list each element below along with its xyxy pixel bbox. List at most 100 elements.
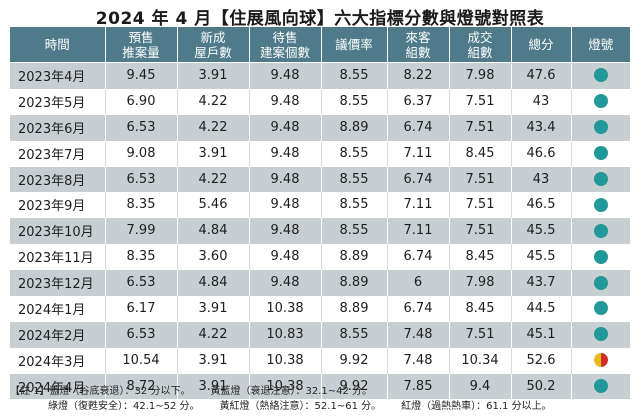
- cell-new-units: 5.46: [177, 191, 250, 218]
- cell-presale: 6.90: [105, 87, 178, 115]
- cell-bargain: 8.55: [321, 165, 388, 192]
- cell-unsold: 10.83: [249, 320, 322, 348]
- col-header-unsold: 待售 建案個數: [249, 27, 322, 63]
- cell-deals: 7.98: [449, 269, 512, 296]
- cell-light: [571, 191, 630, 218]
- cell-deals: 8.45: [449, 295, 512, 322]
- cell-presale: 8.72: [105, 372, 178, 399]
- table-row: 2023年6月 6.53 4.22 9.48 8.89 6.74 7.51 43.4: [10, 113, 630, 141]
- cell-date: 2023年6月: [10, 113, 106, 141]
- cell-light: [571, 62, 630, 89]
- cell-new-units: 4.84: [177, 269, 250, 296]
- cell-date: 2024年1月: [10, 295, 106, 322]
- cell-visitors: 6.74: [387, 243, 450, 270]
- col-header-deals: 成交 組數: [449, 27, 512, 63]
- green-light-icon: [593, 275, 608, 290]
- cell-new-units: 3.60: [177, 243, 250, 270]
- green-light-icon: [593, 379, 608, 394]
- cell-visitors: 6.74: [387, 295, 450, 322]
- cell-visitors: 7.85: [387, 372, 450, 399]
- green-light-icon: [593, 172, 608, 186]
- cell-deals: 7.51: [449, 217, 512, 244]
- cell-date: 2023年9月: [10, 191, 106, 218]
- col-header-time: 時間: [10, 27, 106, 63]
- cell-visitors: 7.48: [387, 346, 450, 374]
- cell-unsold: 9.48: [249, 87, 322, 115]
- cell-light: [571, 372, 630, 399]
- table-row: 2023年5月 6.90 4.22 9.48 8.55 6.37 7.51 43: [10, 87, 630, 115]
- notes: 【註 1】藍燈（谷底衰退）：32 分以下。 黃藍燈（衰退注意）：32.1~42 分…: [10, 384, 630, 414]
- cell-visitors: 8.22: [387, 62, 450, 89]
- cell-presale: 7.99: [105, 217, 178, 244]
- cell-light: [571, 320, 630, 348]
- green-light-icon: [593, 327, 608, 342]
- cell-bargain: 8.55: [321, 217, 388, 244]
- table-row: 2024年1月 6.17 3.91 10.38 8.89 6.74 8.45 44.5: [10, 295, 630, 322]
- cell-presale: 8.35: [105, 243, 178, 270]
- cell-date: 2023年10月: [10, 217, 106, 244]
- cell-unsold: 9.48: [249, 191, 322, 218]
- green-light-icon: [593, 249, 608, 264]
- cell-date: 2023年4月: [10, 62, 106, 89]
- table-row: 2024年2月 6.53 4.22 10.83 8.55 7.48 7.51 45.1: [10, 320, 630, 348]
- cell-new-units: 4.22: [177, 320, 250, 348]
- cell-date: 2023年8月: [10, 165, 106, 192]
- cell-presale: 6.53: [105, 320, 178, 348]
- cell-presale: 6.53: [105, 269, 178, 296]
- col-header-new-units: 新成 屋戶數: [177, 27, 250, 63]
- cell-deals: 8.45: [449, 139, 512, 167]
- cell-total: 45.5: [511, 217, 572, 244]
- green-light-icon: [593, 301, 608, 316]
- table-header-row: 時間 預售 推案量 新成 屋戶數 待售 建案個數 議價率 來客 組數 成交 組數 總分 燈…: [10, 27, 630, 63]
- notes-line-2: 綠燈（復甦安全）：42.1~52 分。 黃紅燈（熱絡注意）：52.1~61 分。紅…: [48, 401, 552, 412]
- table-row: 2023年11月 8.35 3.60 9.48 8.89 6.74 8.45 45.5: [10, 243, 630, 270]
- cell-new-units: 3.91: [177, 295, 250, 322]
- cell-presale: 10.54: [105, 346, 178, 374]
- table-row: 2023年9月 8.35 5.46 9.48 8.55 7.11 7.51 46.5: [10, 191, 630, 218]
- cell-total: 45.1: [511, 320, 572, 348]
- cell-new-units: 3.91: [177, 346, 250, 374]
- col-header-bargain: 議價率: [321, 27, 388, 63]
- cell-new-units: 4.22: [177, 165, 250, 192]
- cell-deals: 7.51: [449, 320, 512, 348]
- cell-unsold: 10.38: [249, 346, 322, 374]
- cell-date: 2024年4月: [10, 372, 106, 399]
- cell-bargain: 9.92: [321, 346, 388, 374]
- cell-presale: 9.08: [105, 139, 178, 167]
- cell-bargain: 9.92: [321, 372, 388, 399]
- cell-visitors: 6: [387, 269, 450, 296]
- notes-line-1: 【註 1】藍燈（谷底衰退）：32 分以下。 黃藍燈（衰退注意）：32.1~42 分…: [10, 386, 373, 397]
- cell-light: [571, 113, 630, 141]
- cell-bargain: 8.89: [321, 113, 388, 141]
- cell-total: 45.5: [511, 243, 572, 270]
- table-title: 2024 年 4 月【住展風向球】六大指標分數與燈號對照表: [95, 9, 545, 29]
- cell-total: 43: [511, 165, 572, 192]
- cell-new-units: 3.91: [177, 139, 250, 167]
- table-row: 2023年7月 9.08 3.91 9.48 8.55 7.11 8.45 46.6: [10, 139, 630, 167]
- cell-visitors: 6.37: [387, 87, 450, 115]
- cell-total: 43: [511, 87, 572, 115]
- cell-total: 43.7: [511, 269, 572, 296]
- cell-visitors: 7.11: [387, 217, 450, 244]
- green-light-icon: [593, 197, 608, 212]
- cell-new-units: 4.22: [177, 113, 250, 141]
- cell-total: 50.2: [511, 372, 572, 399]
- cell-light: [571, 346, 630, 374]
- col-header-visitors: 來客 組數: [387, 27, 450, 63]
- cell-deals: 7.98: [449, 62, 512, 89]
- table-row: 2024年4月 8.72 3.91 10.38 9.92 7.85 9.4 50.2: [10, 372, 630, 399]
- cell-total: 52.6: [511, 346, 572, 374]
- green-light-icon: [593, 68, 608, 83]
- cell-unsold: 9.48: [249, 113, 322, 141]
- cell-presale: 6.53: [105, 113, 178, 141]
- col-header-total: 總分: [511, 27, 572, 63]
- cell-visitors: 7.48: [387, 320, 450, 348]
- cell-date: 2023年11月: [10, 243, 106, 270]
- cell-date: 2024年2月: [10, 320, 106, 348]
- cell-unsold: 10.38: [249, 295, 322, 322]
- cell-new-units: 3.91: [177, 372, 250, 399]
- cell-new-units: 4.22: [177, 87, 250, 115]
- yellow-red-light-icon: [593, 353, 608, 368]
- cell-total: 46.5: [511, 191, 572, 218]
- table-body: 2023年4月 9.45 3.91 9.48 8.55 8.22 7.98 47.6 2023年…: [10, 62, 630, 399]
